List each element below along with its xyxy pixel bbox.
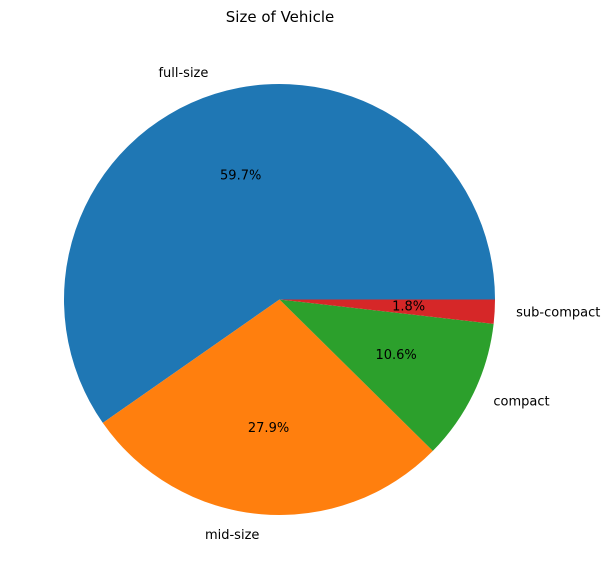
pie-slice-sub-compact (279, 299, 495, 324)
value-label-mid-size: 27.9% (248, 421, 289, 436)
chart-title: Size of Vehicle (226, 8, 334, 26)
pie-slice-compact (279, 299, 494, 451)
pie-slice-mid-size (102, 299, 433, 516)
category-label-compact: compact (493, 394, 549, 409)
pie-category-labels: full-size mid-size compact sub-compact (158, 66, 600, 543)
category-label-full-size: full-size (158, 66, 208, 81)
value-label-compact: 10.6% (375, 348, 416, 363)
pie-slices (64, 84, 496, 516)
value-label-full-size: 59.7% (220, 169, 261, 184)
value-label-sub-compact: 1.8% (392, 299, 425, 314)
pie-value-labels: 59.7% 27.9% 10.6% 1.8% (220, 169, 425, 436)
category-label-sub-compact: sub-compact (516, 305, 600, 320)
pie-slice-full-size (64, 84, 496, 423)
category-label-mid-size: mid-size (205, 528, 259, 543)
